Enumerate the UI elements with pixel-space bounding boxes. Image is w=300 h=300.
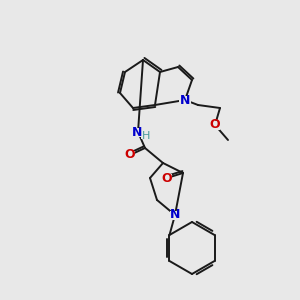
Text: N: N [132, 125, 142, 139]
FancyBboxPatch shape [125, 151, 135, 160]
Text: O: O [162, 172, 172, 184]
FancyBboxPatch shape [162, 173, 172, 182]
FancyBboxPatch shape [210, 121, 220, 130]
FancyBboxPatch shape [132, 128, 144, 136]
Text: H: H [142, 131, 150, 141]
Text: O: O [210, 118, 220, 131]
FancyBboxPatch shape [179, 95, 191, 104]
Text: O: O [125, 148, 135, 161]
Text: N: N [170, 208, 180, 221]
Text: N: N [180, 94, 190, 106]
FancyBboxPatch shape [141, 131, 149, 139]
FancyBboxPatch shape [169, 211, 181, 220]
